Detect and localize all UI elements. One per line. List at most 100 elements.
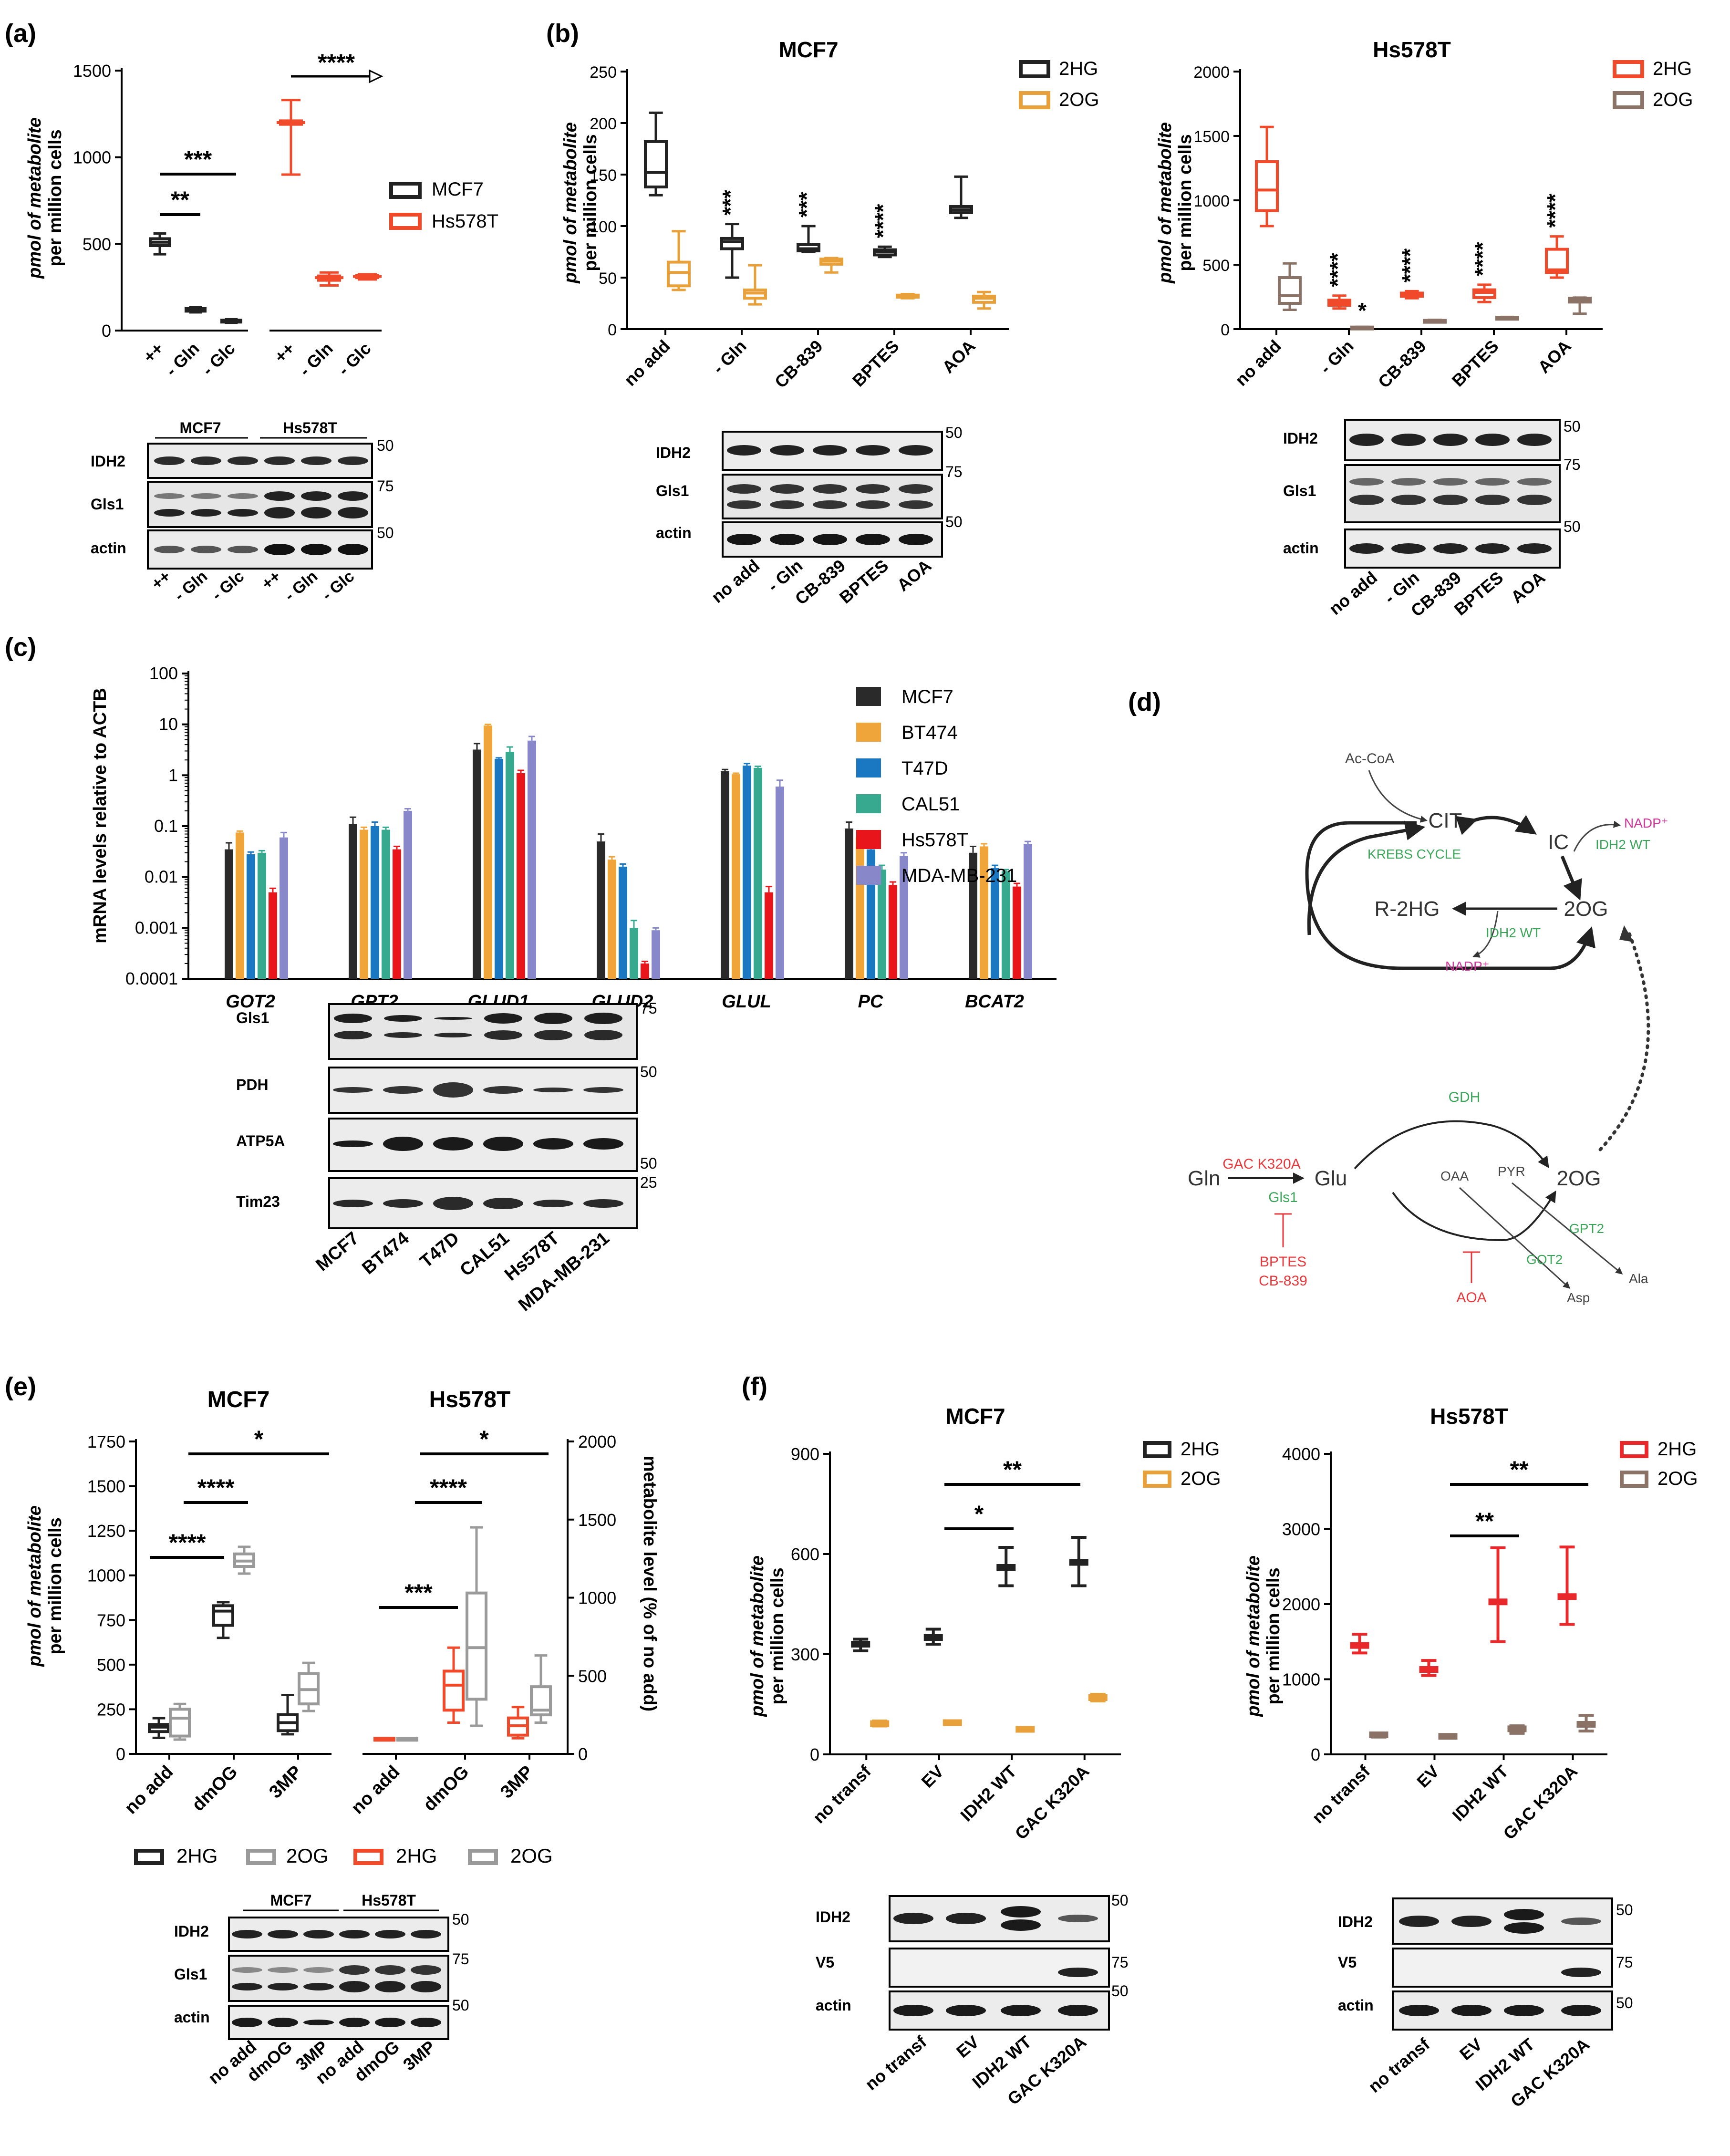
c-band-tim23 bbox=[383, 1199, 423, 1208]
label-idh2wt-bottom: IDH2 WT bbox=[1486, 925, 1541, 940]
a-blot-lane-1: ++ bbox=[148, 567, 174, 593]
f1-y-tick-label: 300 bbox=[791, 1645, 819, 1664]
arrow-pyr-ala bbox=[1512, 1182, 1623, 1275]
label-bptes: BPTES bbox=[1260, 1254, 1306, 1270]
e2-y-tick-label: 500 bbox=[578, 1666, 607, 1686]
panel-b: pmol of metabolite per million cells pmo… bbox=[560, 37, 1693, 621]
f1-blot-marker-3: 50 bbox=[1111, 1982, 1129, 2000]
b1-band-idh2 bbox=[770, 445, 804, 456]
f1-2HG-mean-0 bbox=[851, 1641, 870, 1648]
c-bar-GLUD1-CAL51 bbox=[506, 752, 514, 979]
label-krebs: KREBS CYCLE bbox=[1367, 847, 1461, 861]
krebs-cycle-loop bbox=[1305, 821, 1596, 970]
f2-legend-swatch-2hg bbox=[1620, 1441, 1648, 1458]
f2-blot-row-actin: actin bbox=[1338, 1997, 1374, 2014]
arrow-nadp-bottom bbox=[1472, 911, 1499, 958]
c-band-gls1-upper bbox=[384, 1015, 422, 1022]
c-bar-GPT2-T47D bbox=[371, 826, 379, 979]
c-band-atp5a bbox=[383, 1137, 423, 1151]
e-band-actin bbox=[375, 2018, 405, 2027]
a-band-idh2 bbox=[338, 456, 368, 465]
c-band-gls1-lower bbox=[534, 1030, 572, 1040]
c-blot-marker-2: 50 bbox=[640, 1063, 657, 1080]
f1-legend-swatch-2og bbox=[1143, 1471, 1171, 1488]
b2-band-gls1-upper bbox=[1433, 478, 1468, 486]
c-legend-MDA-MB-231: MDA-MB-231 bbox=[901, 865, 1017, 886]
f1-band-actin bbox=[946, 2005, 986, 2016]
b1-blot-marker-3: 50 bbox=[945, 513, 963, 530]
f2-sig-0-sig-label: ** bbox=[1510, 1456, 1529, 1483]
b1-blot-row-idh2: IDH2 bbox=[656, 444, 691, 461]
b2-band-actin bbox=[1517, 543, 1552, 554]
c-band-pdh bbox=[333, 1087, 373, 1093]
b2-band-idh2 bbox=[1433, 434, 1468, 446]
a-band-idh2 bbox=[228, 456, 258, 465]
e-band-gls1-lower bbox=[411, 1981, 441, 1992]
b1-sig-2: *** bbox=[794, 192, 819, 218]
e2-y-tick-label: 1000 bbox=[578, 1588, 616, 1608]
e2-y-tick-label: 2000 bbox=[578, 1432, 616, 1451]
a-band-gls1-upper bbox=[301, 491, 331, 501]
c-band-gls1-lower bbox=[484, 1030, 522, 1040]
e1-x-label-0: no add bbox=[121, 1762, 177, 1818]
a-y-tick-label: 500 bbox=[83, 234, 111, 254]
e1-y-tick-label: 500 bbox=[97, 1655, 125, 1675]
b1-x-label-0: no add bbox=[620, 336, 673, 390]
c-blot-bands bbox=[333, 1013, 623, 1210]
f1-band-v5 bbox=[1058, 1968, 1098, 1977]
f2-ylabel-line1: pmol of metabolite bbox=[1243, 1555, 1264, 1717]
b2-blot-bands bbox=[1349, 434, 1552, 554]
f1-band-actin bbox=[1058, 2005, 1098, 2016]
panel-c: mRNA levels relative to ACTB 0.0001 0.001… bbox=[90, 663, 1057, 1316]
f2-y-tick-label: 4000 bbox=[1282, 1444, 1320, 1464]
b1-band-gls1-upper bbox=[813, 484, 847, 494]
c-blot-lane-2: BT474 bbox=[358, 1228, 413, 1278]
b2-band-gls1-lower bbox=[1391, 495, 1426, 505]
node-glu: Glu bbox=[1315, 1167, 1347, 1190]
c-legend-CAL51: CAL51 bbox=[901, 794, 960, 815]
f2-band-actin bbox=[1451, 2005, 1492, 2016]
b1-blot-box-gls1 bbox=[722, 474, 943, 519]
e-blot-header-hs578t: Hs578T bbox=[362, 1892, 416, 1909]
b2-band-gls1-upper bbox=[1391, 478, 1426, 486]
b2-ylabel-line1: pmol of metabolite bbox=[1155, 122, 1175, 284]
f1-y-tick-label: 0 bbox=[810, 1745, 819, 1764]
label-gpt2: GPT2 bbox=[1569, 1221, 1604, 1236]
a-band-gls1-upper bbox=[191, 493, 221, 499]
panel-d: Ac-CoA CIT IC KREBS CYCLE NADP⁺ IDH2 WT … bbox=[1188, 751, 1668, 1306]
f1-blot-row-actin: actin bbox=[816, 1997, 851, 2014]
e1-sig-a-sig-label: * bbox=[254, 1426, 264, 1452]
b1-band-actin bbox=[813, 534, 847, 545]
b2-y-tick-label: 500 bbox=[1202, 257, 1230, 275]
f2-2HG-mean-1 bbox=[1419, 1666, 1439, 1673]
a-band-gls1-lower bbox=[264, 507, 295, 518]
dotted-arrow-head bbox=[1619, 925, 1634, 942]
c-ylabel: mRNA levels relative to ACTB bbox=[90, 688, 110, 943]
f1-ylabel-line1: pmol of metabolite bbox=[747, 1555, 767, 1717]
f2-blot-lane-2: EV bbox=[1456, 2034, 1486, 2064]
b2-blot-box-gls1 bbox=[1344, 464, 1561, 523]
b1-legend-2hg: 2HG bbox=[1059, 58, 1098, 79]
f2-2OG-mean-0 bbox=[1369, 1731, 1388, 1739]
label-aoa: AOA bbox=[1456, 1290, 1486, 1306]
a-band-idh2 bbox=[154, 456, 185, 465]
a-band-gls1-lower bbox=[301, 507, 331, 518]
c-x-label-GOT2: GOT2 bbox=[226, 992, 275, 1012]
b2-blot-lane-4: BPTES bbox=[1450, 568, 1507, 620]
b1-band-idh2 bbox=[856, 445, 890, 456]
e-ylabel-line2: per million cells bbox=[45, 1517, 65, 1654]
b2-band-gls1-lower bbox=[1517, 495, 1552, 505]
f2-band-actin bbox=[1561, 2005, 1601, 2016]
b1-x-label-2: CB-839 bbox=[771, 336, 827, 392]
a-blot-marker-3: 50 bbox=[377, 524, 394, 541]
panel-label-e: (e) bbox=[5, 1372, 36, 1401]
e1-sig-b-sig-label: **** bbox=[197, 1474, 235, 1501]
f2-x-label-3: GAC K320A bbox=[1499, 1762, 1581, 1844]
a-band-actin bbox=[191, 546, 221, 553]
label-idh2wt-top: IDH2 WT bbox=[1595, 837, 1650, 852]
a-blot-box-actin bbox=[147, 529, 373, 570]
c-legend-swatch-MDA-MB-231 bbox=[856, 866, 881, 885]
f1-2HG-mean-1 bbox=[923, 1634, 943, 1641]
